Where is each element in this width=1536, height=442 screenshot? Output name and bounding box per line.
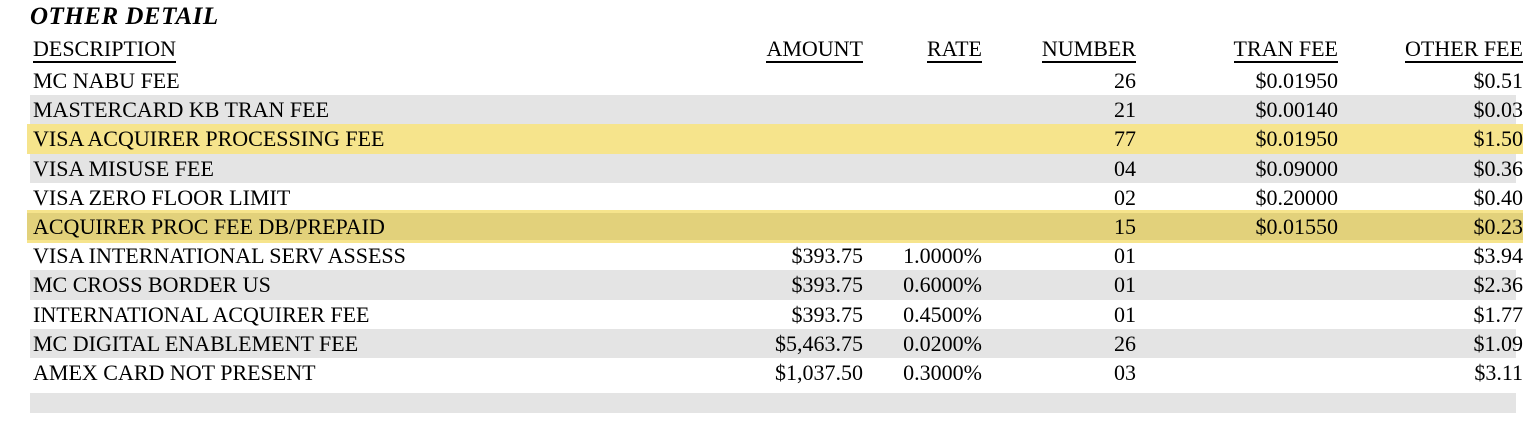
cell-other-fee xyxy=(1368,393,1523,413)
cell-amount xyxy=(620,95,863,124)
cell-description: VISA ACQUIRER PROCESSING FEE xyxy=(33,126,385,152)
cell-amount: $5,463.75 xyxy=(775,330,863,356)
cell-rate: 0.6000% xyxy=(903,272,982,298)
table-row: MASTERCARD KB TRAN FEE 21 $0.00140 $0.03 xyxy=(30,95,1523,125)
cell-rate: 0.0200% xyxy=(903,330,982,356)
cell-number: 03 xyxy=(1114,359,1136,385)
cell-other-fee: $0.40 xyxy=(1473,184,1524,210)
cell-other-fee: $0.36 xyxy=(1473,155,1524,181)
table-row: INTERNATIONAL ACQUIRER FEE $393.75 0.450… xyxy=(30,300,1523,329)
table-row: VISA ZERO FLOOR LIMIT 02 $0.20000 $0.40 xyxy=(30,183,1523,212)
cell-tran-fee: $0.00140 xyxy=(1255,97,1339,123)
column-header-rate: RATE xyxy=(927,36,982,63)
cell-description: VISA MISUSE FEE xyxy=(33,155,214,181)
cell-other-fee: $1.50 xyxy=(1473,126,1524,152)
cell-other-fee: $0.51 xyxy=(1473,68,1524,93)
table-row: MC DIGITAL ENABLEMENT FEE $5,463.75 0.02… xyxy=(30,328,1523,359)
cell-other-fee: $3.94 xyxy=(1473,243,1524,269)
cell-description: VISA INTERNATIONAL SERV ASSESS xyxy=(33,243,406,269)
cell-number: 26 xyxy=(1114,330,1136,356)
cell-rate xyxy=(883,95,982,124)
table-row: MC CROSS BORDER US $393.75 0.6000% 01 $2… xyxy=(30,270,1523,300)
cell-number: 01 xyxy=(1114,243,1136,269)
cell-tran-fee xyxy=(1166,270,1338,299)
cell-other-fee: $1.09 xyxy=(1473,330,1524,356)
cell-number: 01 xyxy=(1114,301,1136,327)
cell-other-fee: $3.11 xyxy=(1474,359,1523,385)
cell-amount xyxy=(620,66,863,95)
cell-rate: 1.0000% xyxy=(903,243,982,269)
cell-description: MC CROSS BORDER US xyxy=(33,272,271,298)
cell-number: 21 xyxy=(1114,97,1136,123)
table-header: DESCRIPTION AMOUNT RATE NUMBER TRAN FEE … xyxy=(30,33,1523,64)
cell-description: MASTERCARD KB TRAN FEE xyxy=(33,97,330,123)
cell-amount xyxy=(620,154,863,183)
cell-rate xyxy=(883,212,982,241)
table-row xyxy=(30,393,1516,414)
cell-description: MC DIGITAL ENABLEMENT FEE xyxy=(33,330,359,356)
cell-number: 15 xyxy=(1114,213,1136,239)
cell-tran-fee: $0.01950 xyxy=(1255,126,1339,152)
cell-rate: 0.4500% xyxy=(903,301,982,327)
cell-other-fee: $0.23 xyxy=(1473,213,1524,239)
cell-other-fee: $0.03 xyxy=(1473,97,1524,123)
cell-other-fee: $2.36 xyxy=(1473,272,1524,298)
section-title: OTHER DETAIL xyxy=(30,3,219,30)
cell-description: MC NABU FEE xyxy=(33,68,180,93)
cell-number xyxy=(1010,393,1136,413)
cell-amount: $1,037.50 xyxy=(775,359,863,385)
table-row: VISA ACQUIRER PROCESSING FEE 77 $0.01950… xyxy=(27,124,1523,154)
cell-number: 26 xyxy=(1114,68,1136,93)
cell-amount xyxy=(620,183,863,212)
cell-other-fee: $1.77 xyxy=(1473,301,1524,327)
cell-number: 04 xyxy=(1114,155,1136,181)
cell-rate xyxy=(883,154,982,183)
cell-tran-fee xyxy=(1166,393,1338,413)
cell-description: INTERNATIONAL ACQUIRER FEE xyxy=(33,301,370,327)
column-header-number: NUMBER xyxy=(1041,36,1136,63)
cell-tran-fee xyxy=(1166,329,1338,358)
cell-tran-fee xyxy=(1166,358,1338,387)
column-header-amount: AMOUNT xyxy=(766,36,863,63)
cell-amount xyxy=(620,124,863,153)
cell-rate xyxy=(883,124,982,153)
cell-rate xyxy=(883,183,982,212)
table-row: AMEX CARD NOT PRESENT $1,037.50 0.3000% … xyxy=(30,358,1523,387)
cell-tran-fee: $0.20000 xyxy=(1255,184,1339,210)
cell-description: ACQUIRER PROC FEE DB/PREPAID xyxy=(33,213,385,239)
column-header-tran-fee: TRAN FEE xyxy=(1233,36,1338,63)
table-row: MC NABU FEE 26 $0.01950 $0.51 xyxy=(30,66,1523,95)
cell-description: AMEX CARD NOT PRESENT xyxy=(33,359,316,385)
cell-number: 77 xyxy=(1114,126,1136,152)
cell-tran-fee: $0.01550 xyxy=(1255,213,1339,239)
cell-amount xyxy=(620,393,863,413)
cell-tran-fee: $0.09000 xyxy=(1255,155,1339,181)
column-header-other-fee: OTHER FEE xyxy=(1405,36,1523,63)
cell-tran-fee xyxy=(1166,241,1338,270)
cell-amount xyxy=(620,212,863,241)
cell-tran-fee xyxy=(1166,300,1338,329)
table-row: VISA MISUSE FEE 04 $0.09000 $0.36 xyxy=(30,153,1523,183)
cell-tran-fee: $0.01950 xyxy=(1255,68,1339,93)
table-row: ACQUIRER PROC FEE DB/PREPAID 15 $0.01550… xyxy=(27,209,1523,244)
table-body: MC NABU FEE 26 $0.01950 $0.51 MASTERCARD… xyxy=(27,66,1523,414)
table-row: VISA INTERNATIONAL SERV ASSESS $393.75 1… xyxy=(30,241,1523,270)
cell-number: 02 xyxy=(1114,184,1136,210)
cell-rate xyxy=(883,66,982,95)
cell-number: 01 xyxy=(1114,272,1136,298)
cell-rate xyxy=(883,393,982,413)
column-header-description: DESCRIPTION xyxy=(33,36,177,63)
cell-rate: 0.3000% xyxy=(903,359,982,385)
cell-amount: $393.75 xyxy=(791,301,864,327)
cell-description: VISA ZERO FLOOR LIMIT xyxy=(33,184,291,210)
cell-amount: $393.75 xyxy=(791,243,864,269)
cell-amount: $393.75 xyxy=(791,272,864,298)
